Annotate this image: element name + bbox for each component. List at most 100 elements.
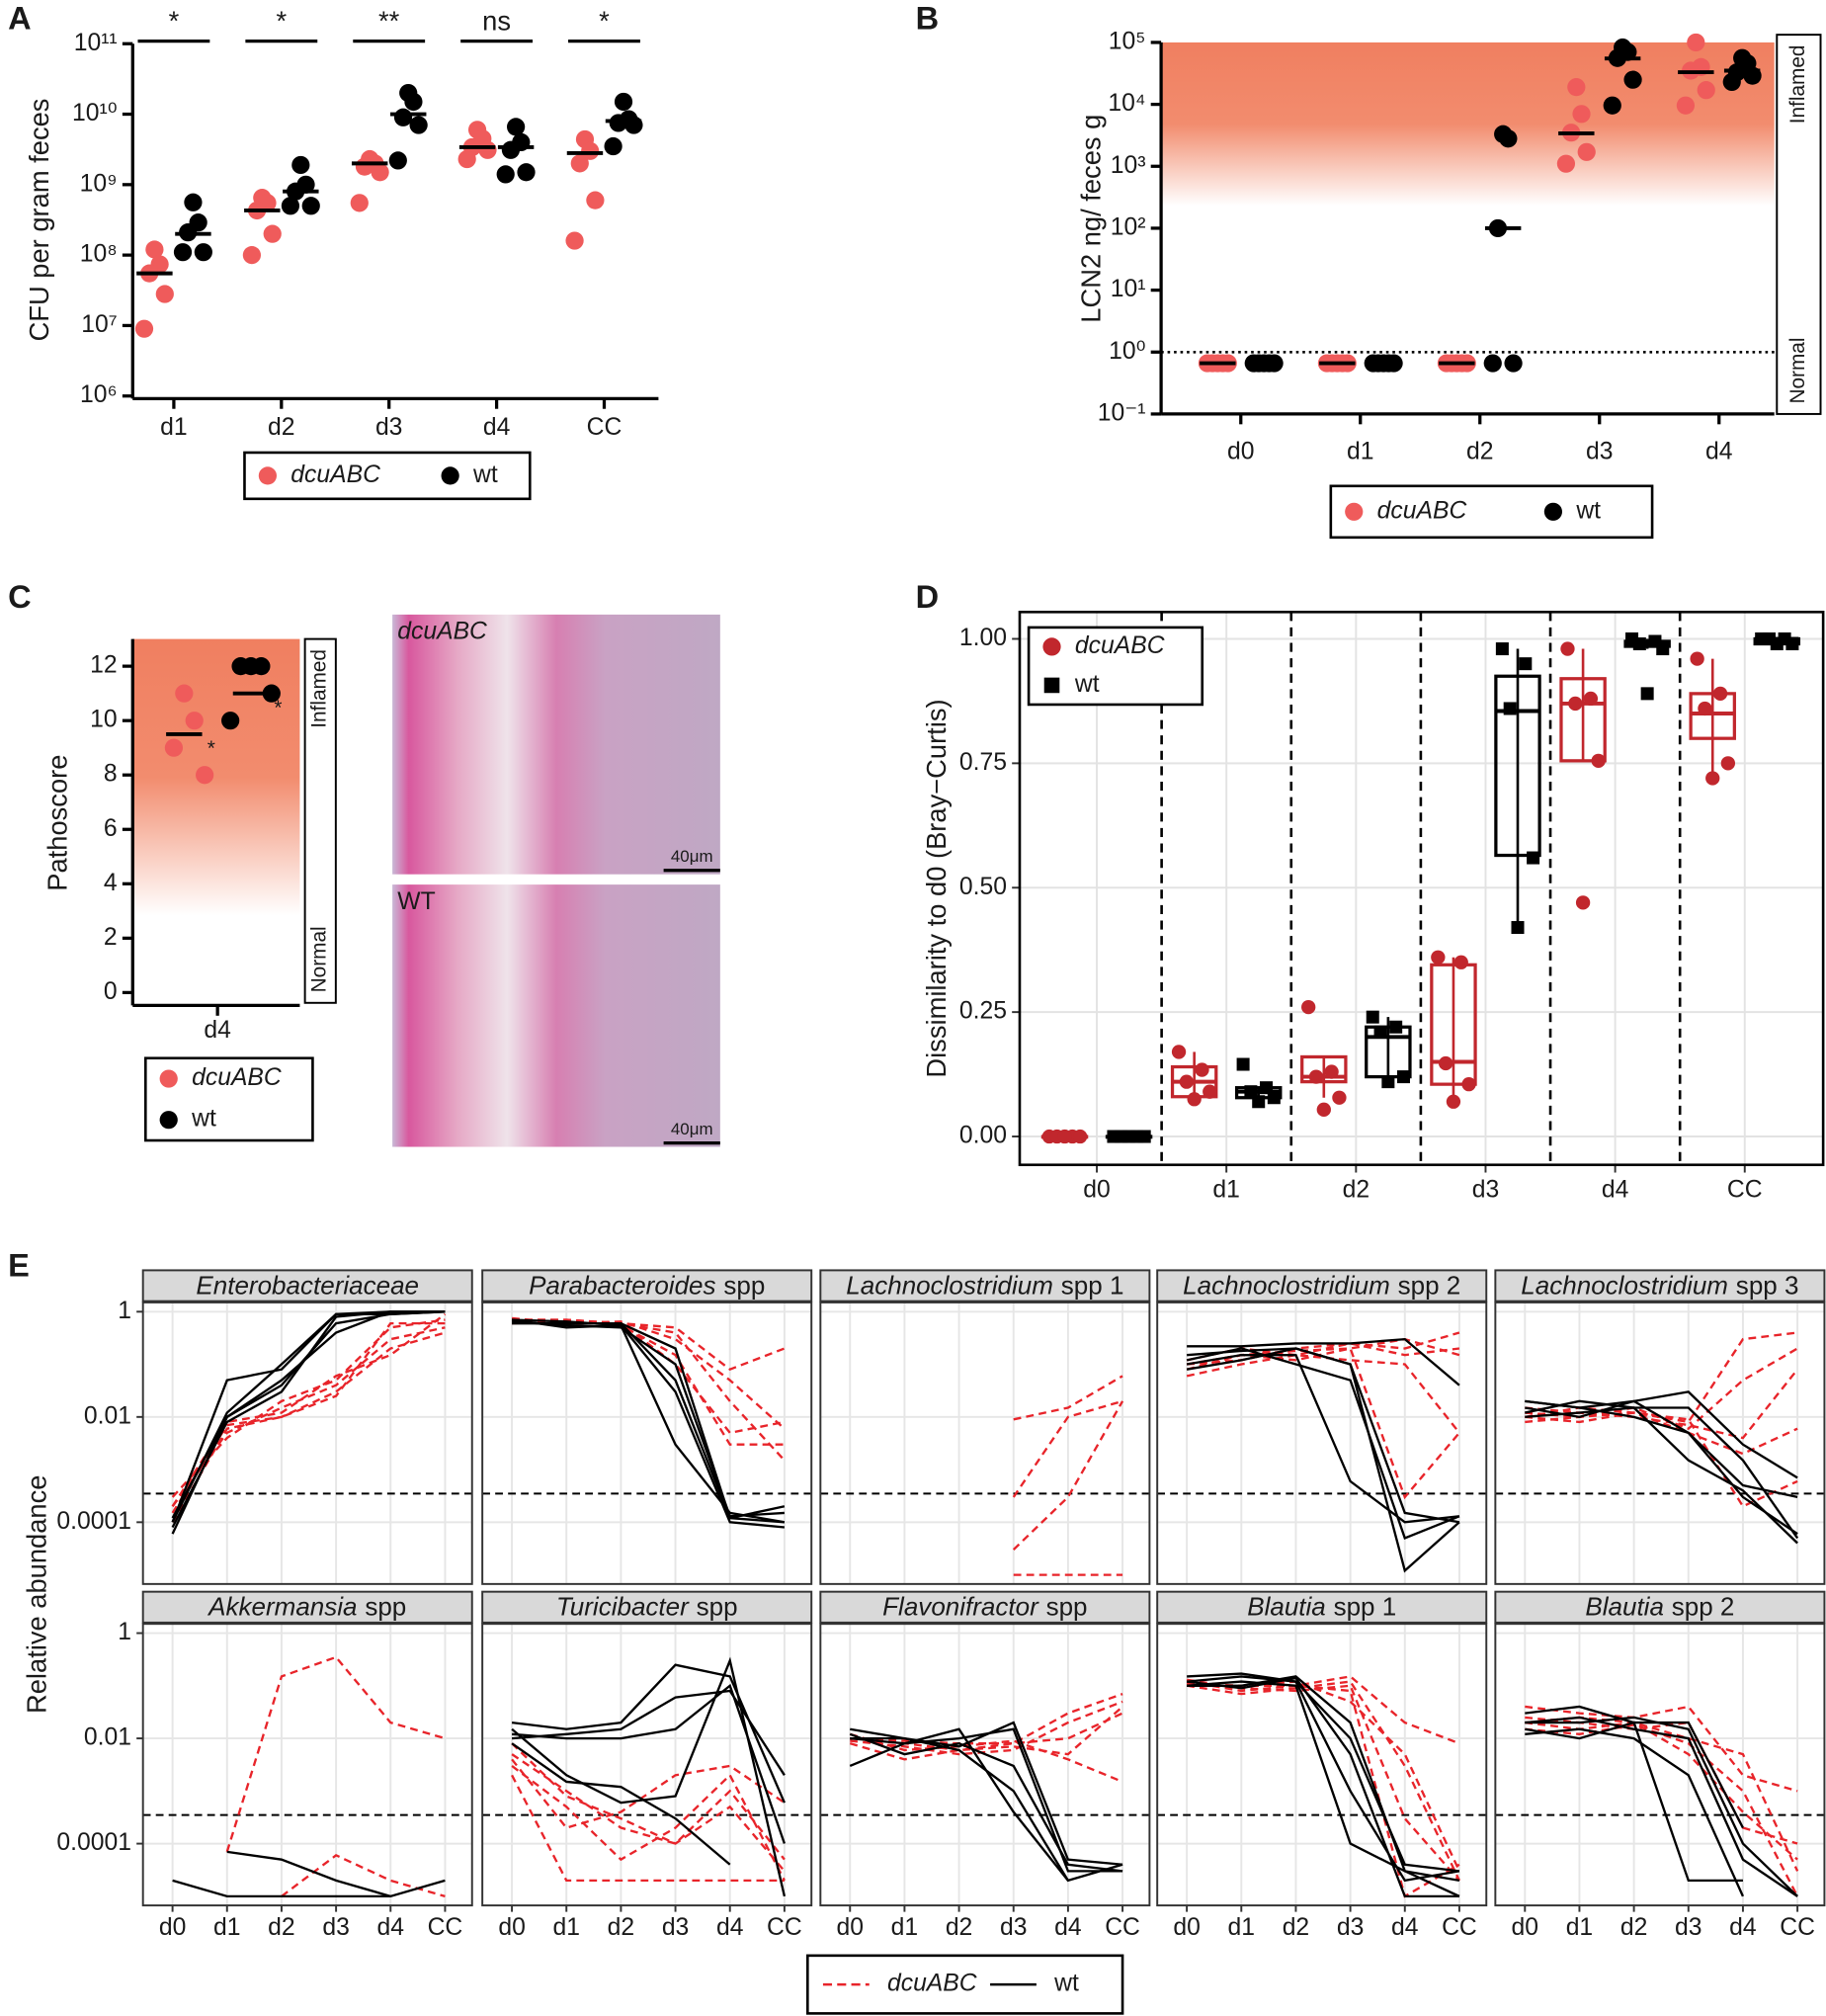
legend-label: dcuABC (1075, 632, 1165, 659)
x-tick-label: d2 (1620, 1914, 1647, 1941)
data-point (501, 140, 521, 159)
y-tick-label: 1 (118, 1619, 131, 1645)
facet-title-genus: Blautia (1247, 1591, 1326, 1621)
data-point (1301, 999, 1316, 1015)
data-point (242, 246, 261, 265)
data-point (1698, 701, 1712, 716)
data-point (517, 163, 536, 182)
abundance-line (171, 1310, 446, 1523)
legend-swatch (258, 466, 277, 485)
facet-title-genus: Enterobacteriaceae (196, 1270, 419, 1300)
legend-label: wt (191, 1106, 216, 1133)
data-point (1583, 691, 1599, 707)
x-tick-label: d2 (1283, 1914, 1309, 1941)
data-point (184, 193, 203, 211)
facet-title-genus: Flavonifractor (882, 1591, 1039, 1621)
facet-title-genus: Blautia (1585, 1591, 1664, 1621)
abundance-line (511, 1318, 786, 1524)
facet-strip (819, 1590, 1151, 1624)
box (1300, 1054, 1348, 1084)
x-tick-label: d1 (1228, 1914, 1255, 1941)
abundance-line (1525, 1331, 1798, 1424)
data-point (1640, 687, 1654, 701)
abundance-line (171, 1326, 446, 1507)
x-tick-label: CC (428, 1914, 463, 1941)
y-tick-label: 10¹⁰ (72, 100, 118, 126)
x-tick-label: d1 (891, 1914, 918, 1941)
y-tick-label: 10⁵ (1109, 28, 1146, 54)
y-tick-label: 10 (90, 707, 117, 733)
data-point (185, 712, 204, 730)
band-label: Normal (1786, 337, 1809, 403)
scale-bar-label: 40μm (671, 847, 713, 866)
data-point (388, 151, 407, 170)
abundance-line (1186, 1353, 1460, 1434)
facet-title-genus: Akkermansia (207, 1591, 357, 1621)
abundance-line (1187, 1672, 1460, 1873)
y-tick-label: 10⁹ (80, 170, 118, 197)
y-tick-label: 0.75 (959, 749, 1007, 776)
data-point (196, 766, 214, 785)
abundance-line (1525, 1368, 1799, 1440)
facet-title: Turicibacter spp (556, 1591, 738, 1621)
x-tick-label: CC (1105, 1914, 1140, 1941)
panel-scatter: Inflamed Normal 0 2 4 6 8 10 12 d4 * * dcuABC 40μm WT 4… (8, 579, 720, 1147)
y-tick-label: 10¹¹ (74, 30, 118, 56)
legend-label: dcuABC (192, 1064, 282, 1091)
y-tick-label: 10⁰ (1109, 338, 1145, 365)
significance: * (599, 6, 610, 37)
data-point (1577, 142, 1596, 161)
x-tick-label: d2 (1343, 1176, 1370, 1203)
data-point (194, 243, 212, 262)
data-point (496, 165, 515, 184)
data-point (1676, 96, 1696, 115)
data-point (1560, 641, 1575, 656)
panel-box: 0.00 0.25 0.50 0.75 1.00 d0 d1 d2 d3 d4 CC D Dissimi… (916, 579, 1825, 1203)
data-point (1332, 1090, 1347, 1105)
significance: * (276, 6, 287, 37)
facet-strip (141, 1590, 473, 1624)
data-point (1527, 851, 1540, 865)
facet-strip (1494, 1269, 1826, 1302)
data-point (155, 285, 174, 303)
data-point (231, 657, 250, 676)
x-tick-label: d0 (1227, 438, 1254, 464)
data-point (1187, 1092, 1202, 1107)
x-tick-label: d1 (1347, 438, 1373, 464)
x-tick-label: d3 (1675, 1914, 1702, 1941)
abundance-line (1187, 1675, 1460, 1883)
abundance-line (511, 1758, 786, 1829)
data-point (1389, 1020, 1403, 1034)
data-point (1519, 657, 1533, 671)
y-tick-label: 10² (1111, 213, 1146, 240)
facet-title: Lachnoclostridium spp 1 (846, 1270, 1123, 1300)
abundance-line (171, 1318, 446, 1498)
data-point (1260, 1081, 1274, 1095)
data-point (457, 149, 476, 169)
data-point (1603, 96, 1621, 115)
panel-letter: B (916, 0, 939, 36)
data-point (175, 684, 194, 703)
x-tick-label: d2 (268, 1914, 294, 1941)
panel-scatter: Inflamed Normal 10⁻¹ 10⁰ 10¹ 10² 10³ 10⁴ 10⁵ d0 d1… (916, 0, 1822, 540)
x-tick-label: d4 (716, 1914, 744, 1941)
data-point (1503, 702, 1517, 715)
data-point (291, 155, 310, 175)
legend-label: dcuABC (290, 462, 380, 488)
facet-title-genus: Lachnoclostridium (1183, 1270, 1390, 1300)
x-tick-label: d0 (837, 1914, 864, 1941)
facet-title-genus: Lachnoclostridium (846, 1270, 1053, 1300)
y-tick-label: 10⁶ (80, 381, 118, 408)
data-point (1591, 753, 1606, 769)
data-point (1687, 33, 1705, 52)
facet-title-rest: spp 1 (1334, 1591, 1397, 1621)
data-point (134, 319, 154, 338)
band-key (303, 637, 337, 1004)
facet-panel (820, 1624, 1150, 1906)
abundance-line (1186, 1680, 1460, 1882)
data-point (478, 140, 497, 159)
facet-strip (481, 1269, 813, 1302)
data-point (1195, 1062, 1209, 1077)
box (1559, 677, 1607, 763)
facet-frame (1494, 1301, 1826, 1585)
